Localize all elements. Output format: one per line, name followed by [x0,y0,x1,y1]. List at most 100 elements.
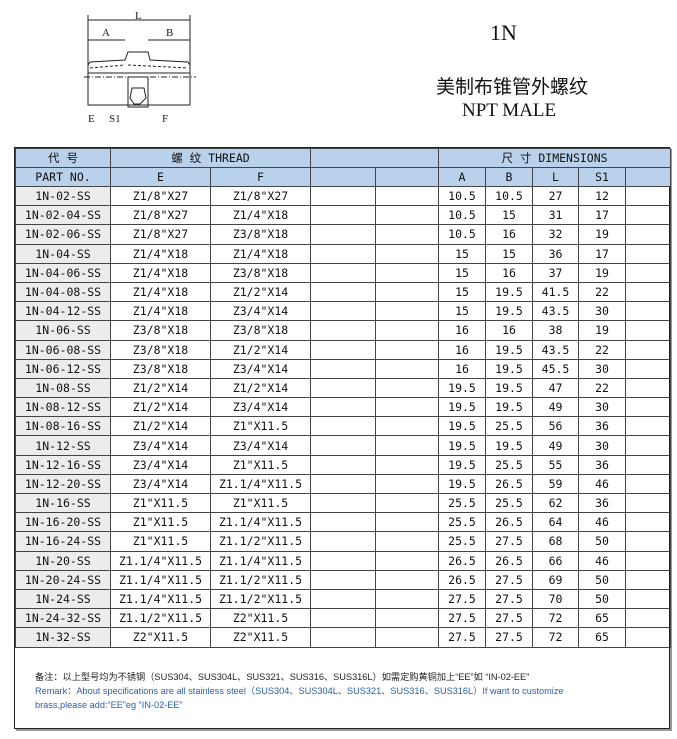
cell-thread-f: Z1.1/4"X11.5 [209,512,312,533]
cell-dim-l: 45.5 [532,358,580,379]
cell-blank [310,512,377,533]
cell-blank [375,588,440,610]
cell-dim-b: 19.5 [485,339,534,360]
cell-thread-e: Z1.1/2"X11.5 [110,608,211,629]
cell-dim-b: 25.5 [485,454,534,475]
table-row: 1N-20-24-SS Z1.1/4"X11.5 Z1.1/2"X11.5 26.5 2… [15,569,672,590]
cell-thread-f: Z1/2"X14 [209,377,312,399]
cell-blank [375,454,440,475]
cell-dim-s1: 22 [578,281,627,303]
cell-dim-a: 19.5 [438,397,487,418]
cell-dim-a: 26.5 [438,550,487,571]
cell-part-no: 1N-02-SS [15,185,111,207]
cell-dim-a: 19.5 [438,435,487,456]
header-blank [310,148,440,168]
cell-dim-a: 27.5 [438,588,487,610]
cell-blank [375,377,440,399]
header-col-l: L [532,167,580,187]
label-S1: S1 [109,113,121,125]
cell-blank [375,569,440,590]
cell-dim-a: 15 [438,243,487,264]
cell-part-no: 1N-06-SS [15,320,111,341]
cell-dim-l: 72 [532,608,580,629]
cell-blank [375,435,440,456]
cell-thread-e: Z1"X11.5 [110,492,211,514]
cell-thread-f: Z3/8"X18 [209,224,312,245]
cell-dim-a: 10.5 [438,205,487,226]
cell-dim-s1: 36 [578,492,627,514]
cell-dim-s1: 50 [578,588,627,610]
note-en-2: brass,please add:“EE”eg “IN-02-EE” [35,700,183,710]
cell-dim-s1: 36 [578,416,627,437]
cell-part-no: 1N-20-24-SS [15,569,111,590]
header-part-en: PART NO. [15,167,111,187]
cell-dim-s1: 22 [578,377,627,399]
cell-blank [310,243,377,264]
table-row: 1N-16-20-SS Z1"X11.5 Z1.1/4"X11.5 25.5 26.5 6… [15,512,672,533]
cell-blank [625,243,672,264]
cell-dim-b: 27.5 [485,569,534,590]
cell-dim-b: 25.5 [485,416,534,437]
cell-blank [310,320,377,341]
cell-dim-s1: 50 [578,531,627,552]
cell-blank [310,588,377,610]
table-row: 1N-04-SS Z1/4"X18 Z1/4"X18 15 15 36 17 [15,243,672,264]
cell-blank [310,550,377,571]
cell-dim-l: 49 [532,397,580,418]
table-row: 1N-06-12-SS Z3/8"X18 Z3/4"X14 16 19.5 45.5 30 [15,358,672,379]
cell-thread-e: Z1/4"X18 [110,243,211,264]
header-col-blank [625,167,672,187]
cell-blank [375,608,440,629]
cell-dim-a: 19.5 [438,454,487,475]
cell-dim-b: 19.5 [485,281,534,303]
cell-thread-f: Z1/8"X27 [209,185,312,207]
cell-blank [625,358,672,379]
cell-blank [625,262,672,283]
cell-part-no: 1N-06-12-SS [15,358,111,379]
cell-part-no: 1N-16-SS [15,492,111,514]
label-A: A [102,27,110,39]
cell-dim-l: 56 [532,416,580,437]
cell-thread-e: Z1/4"X18 [110,281,211,303]
table-row: 1N-08-16-SS Z1/2"X14 Z1"X11.5 19.5 25.5 56 36 [15,416,672,437]
cell-part-no: 1N-12-20-SS [15,473,111,495]
header-col-b: B [485,167,534,187]
cell-thread-f: Z1.1/4"X11.5 [209,473,312,495]
cell-dim-l: 68 [532,531,580,552]
cell-blank [375,339,440,360]
cell-part-no: 1N-04-06-SS [15,262,111,283]
cell-dim-s1: 19 [578,320,627,341]
cell-dim-s1: 30 [578,397,627,418]
cell-dim-l: 64 [532,512,580,533]
cell-dim-l: 69 [532,569,580,590]
cell-thread-f: Z1.1/4"X11.5 [209,550,312,571]
table-row: 1N-12-20-SS Z3/4"X14 Z1.1/4"X11.5 19.5 26.5 5… [15,473,672,495]
cell-part-no: 1N-08-12-SS [15,397,111,418]
cell-blank [625,339,672,360]
cell-thread-f: Z1"X11.5 [209,416,312,437]
cell-thread-f: Z1.1/2"X11.5 [209,588,312,610]
cell-thread-e: Z1/2"X14 [110,416,211,437]
spec-table: 代 号 螺 纹 THREAD 尺 寸 DIMENSIONS PART NO. E… [15,148,672,648]
cell-blank [310,435,377,456]
cell-thread-e: Z1/2"X14 [110,397,211,418]
cell-blank [625,416,672,437]
cell-dim-b: 10.5 [485,185,534,207]
cell-thread-e: Z1/8"X27 [110,224,211,245]
cell-dim-b: 16 [485,262,534,283]
cell-blank [310,377,377,399]
cell-blank [375,262,440,283]
cell-thread-e: Z3/8"X18 [110,320,211,341]
cell-dim-l: 38 [532,320,580,341]
cell-dim-s1: 12 [578,185,627,207]
cell-blank [310,339,377,360]
cell-blank [625,608,672,629]
cell-blank [310,627,377,648]
table-row: 1N-32-SS Z2"X11.5 Z2"X11.5 27.5 27.5 72 65 [15,627,672,648]
table-row: 1N-16-SS Z1"X11.5 Z1"X11.5 25.5 25.5 62 36 [15,492,672,514]
cell-dim-l: 36 [532,243,580,264]
table-row: 1N-04-12-SS Z1/4"X18 Z3/4"X14 15 19.5 43.5 30 [15,301,672,322]
cell-blank [310,608,377,629]
series-code: 1N [490,20,517,45]
cell-thread-f: Z3/8"X18 [209,262,312,283]
